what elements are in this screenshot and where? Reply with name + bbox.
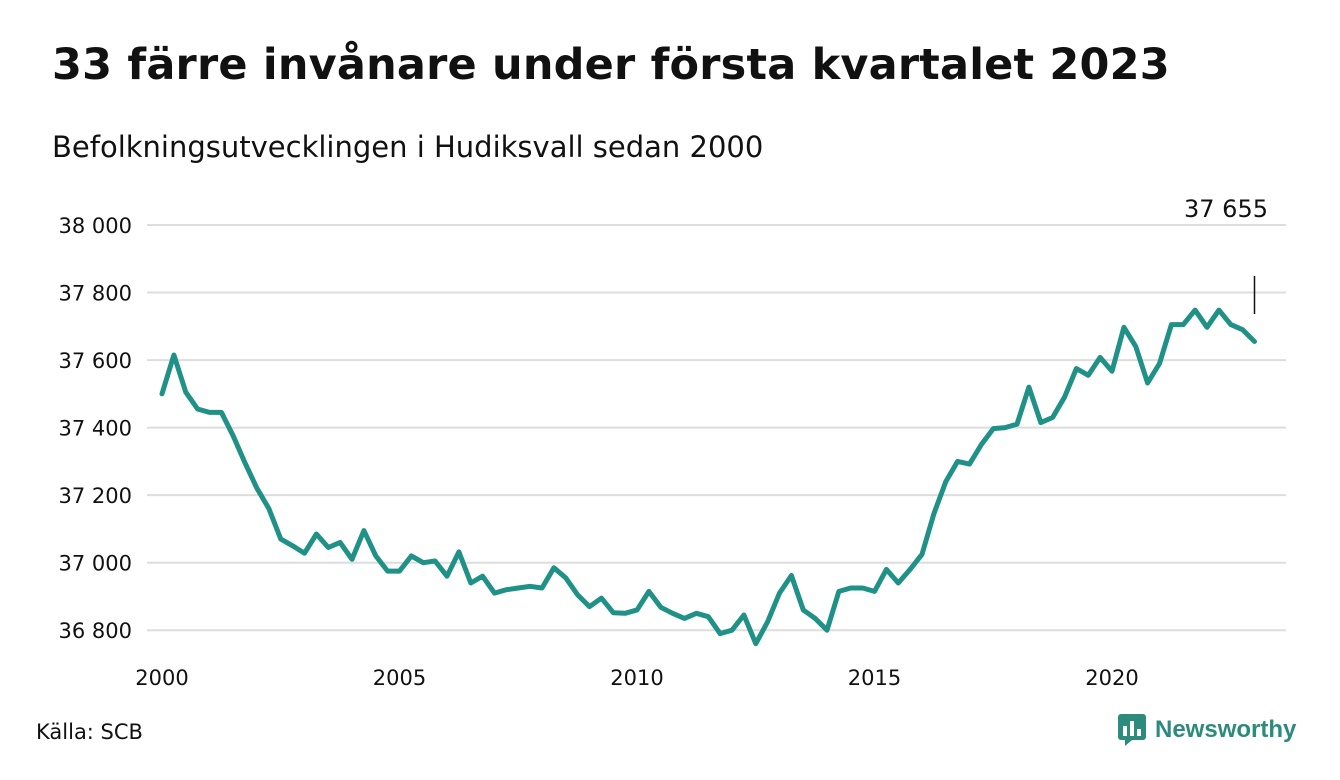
x-tick-label: 2020 (1085, 666, 1138, 690)
y-tick-label: 37 800 (59, 282, 132, 306)
x-tick-label: 2010 (610, 666, 663, 690)
population-series-line (159, 307, 1257, 647)
y-tick-label: 37 200 (59, 484, 132, 508)
y-tick-label: 37 600 (59, 349, 132, 373)
y-tick-label: 38 000 (59, 214, 132, 238)
y-tick-label: 37 000 (59, 552, 132, 576)
y-tick-label: 37 400 (59, 417, 132, 441)
source-note: Källa: SCB (36, 720, 143, 744)
brand-name: Newsworthy (1155, 716, 1297, 743)
chart-subtitle: Befolkningsutvecklingen i Hudiksvall sed… (52, 130, 764, 164)
brand-logo[interactable]: Newsworthy (1117, 713, 1296, 747)
chart-title: 33 färre invånare under första kvartalet… (52, 40, 1170, 90)
x-tick-label: 2000 (135, 666, 188, 690)
x-tick-label: 2015 (848, 666, 901, 690)
y-tick-label: 36 800 (59, 619, 132, 643)
newsworthy-logo-icon (1118, 714, 1146, 746)
annotation-label: 37 655 (1184, 195, 1268, 223)
x-tick-label: 2005 (373, 666, 426, 690)
line-chart: 36 800 37 000 37 200 37 400 37 600 37 800 38 0… (59, 195, 1286, 690)
